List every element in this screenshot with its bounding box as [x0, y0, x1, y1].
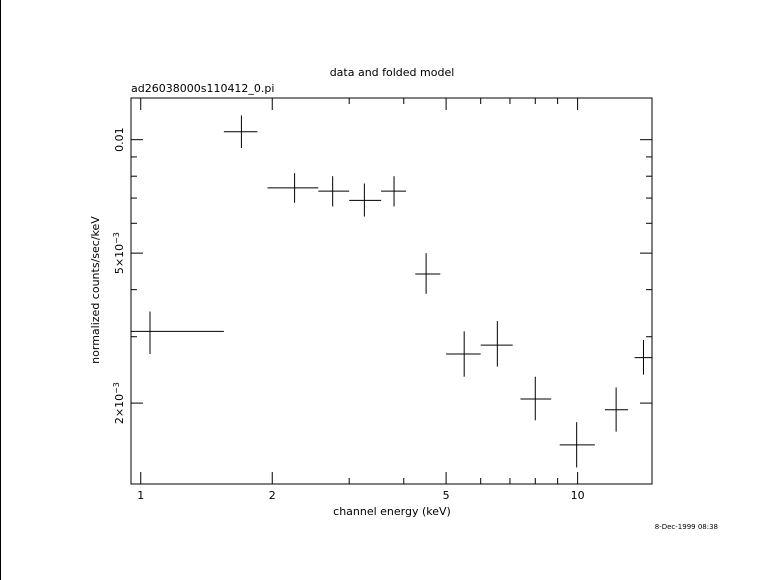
data-point: [267, 173, 319, 203]
y-tick-label: 2×10−3: [112, 382, 126, 424]
left-border-line: [0, 0, 1, 580]
data-point: [446, 331, 481, 377]
data-point: [415, 253, 441, 294]
data-point: [131, 311, 224, 354]
data-points: [131, 115, 652, 468]
plot-frame: [130, 97, 653, 485]
x-tick-label: 10: [571, 489, 585, 502]
x-tick-label: 5: [443, 489, 450, 502]
data-point: [520, 376, 552, 421]
axis-tick-labels: 1 2 5 10 2×10−3 5×10−3 0.01: [112, 127, 585, 502]
x-tick-label: 1: [137, 489, 144, 502]
chart-title: data and folded model: [330, 66, 455, 79]
y-tick-label: 0.01: [113, 127, 126, 152]
data-point: [223, 115, 258, 149]
timestamp: 8-Dec-1999 08:38: [655, 523, 718, 531]
x-tick-label: 2: [269, 489, 276, 502]
data-point: [480, 321, 513, 367]
x-axis-label: channel energy (keV): [333, 505, 451, 518]
chart-subtitle: ad26038000s110412_0.pi: [131, 82, 274, 95]
axis-ticks: [131, 98, 652, 484]
data-point: [604, 387, 629, 432]
data-point: [349, 183, 382, 217]
y-tick-label: 5×10−3: [112, 232, 126, 274]
data-point: [559, 422, 595, 468]
data-point: [634, 340, 652, 375]
data-point: [318, 176, 350, 207]
data-point: [381, 176, 407, 207]
y-axis-label: normalized counts/sec/keV: [89, 216, 102, 364]
